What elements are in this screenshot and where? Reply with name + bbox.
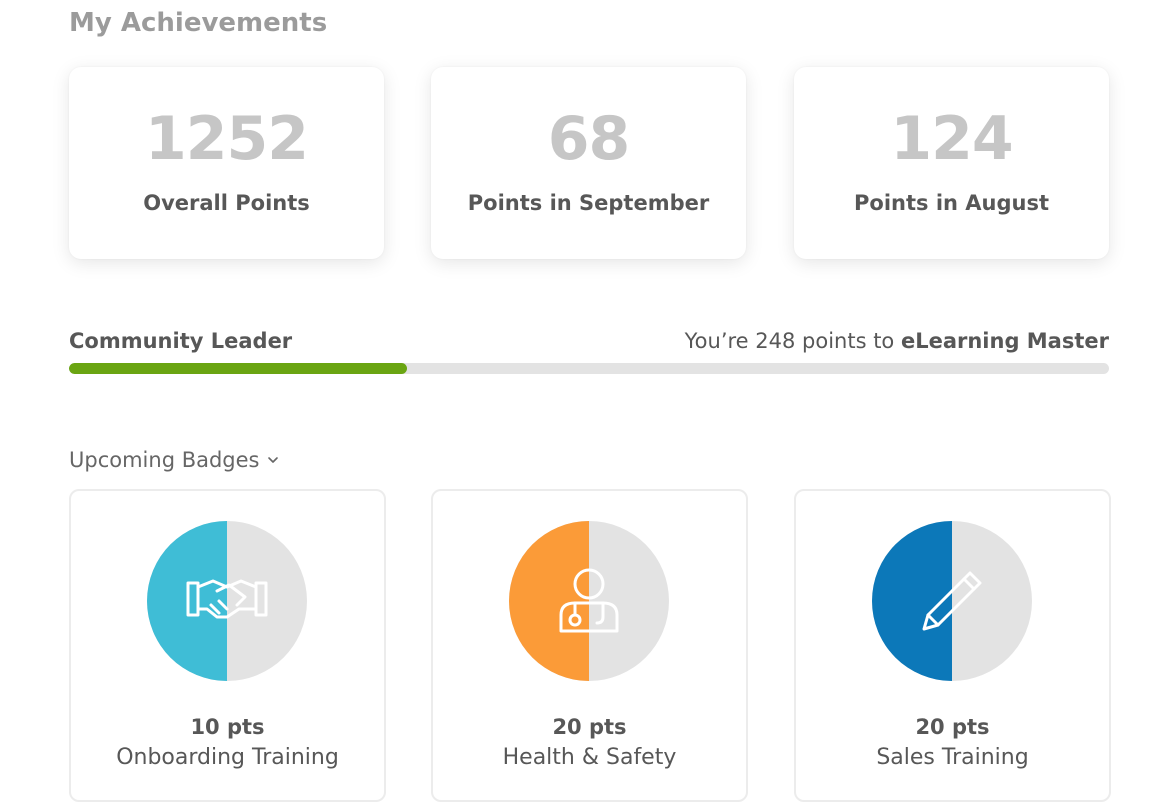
pencil-icon	[922, 571, 982, 631]
level-row: Community Leader You’re 248 points to eL…	[69, 327, 1109, 357]
badge-progress-ring	[147, 521, 307, 681]
page-title: My Achievements	[69, 8, 328, 38]
badge-card-sales[interactable]: 20 pts Sales Training	[794, 489, 1111, 802]
handshake-icon	[186, 579, 268, 619]
chevron-down-icon	[267, 457, 278, 463]
current-level-label: Community Leader	[69, 329, 293, 353]
badge-card-onboarding[interactable]: 10 pts Onboarding Training	[69, 489, 386, 802]
stat-value: 68	[547, 104, 631, 174]
stat-value: 1252	[145, 104, 309, 174]
stat-value: 124	[890, 104, 1013, 174]
badge-name: Sales Training	[876, 745, 1029, 770]
badge-name: Health & Safety	[502, 745, 677, 770]
upcoming-badges-label: Upcoming Badges	[69, 448, 260, 472]
upcoming-badges-toggle[interactable]: Upcoming Badges	[69, 448, 280, 472]
next-level-name: eLearning Master	[900, 329, 1109, 353]
stat-card-august: 124 Points in August	[794, 67, 1109, 259]
next-level-prefix: You’re 248 points to	[684, 329, 901, 353]
stat-label: Overall Points	[143, 191, 310, 215]
stat-card-overall: 1252 Overall Points	[69, 67, 384, 259]
doctor-icon	[559, 568, 619, 633]
stat-label: Points in August	[854, 191, 1049, 215]
badge-points: 10 pts	[190, 715, 265, 739]
level-progress-fill	[69, 363, 407, 374]
stat-card-september: 68 Points in September	[431, 67, 746, 259]
badge-name: Onboarding Training	[116, 745, 339, 770]
level-progress-bar	[69, 363, 1109, 374]
next-level-text: You’re 248 points to eLearning Master	[685, 329, 1109, 353]
badge-points: 20 pts	[552, 715, 627, 739]
badge-progress-ring	[509, 521, 669, 681]
badge-points: 20 pts	[915, 715, 990, 739]
badge-progress-ring	[872, 521, 1032, 681]
badge-card-health-safety[interactable]: 20 pts Health & Safety	[431, 489, 748, 802]
stat-label: Points in September	[467, 191, 710, 215]
